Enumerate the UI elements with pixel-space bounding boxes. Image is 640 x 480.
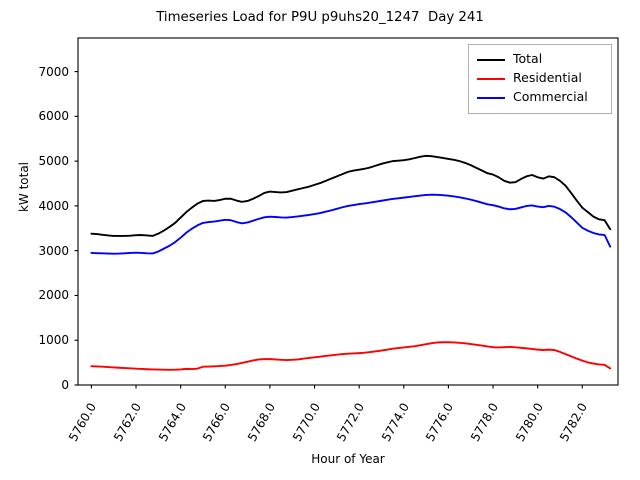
series-line-commercial	[90, 193, 612, 255]
y-tick-label: 1000	[38, 333, 69, 348]
y-tick-label: 5000	[38, 154, 69, 169]
y-tick-label: 0	[61, 378, 69, 392]
legend-line-swatch-icon	[477, 58, 505, 61]
y-tick-label: 6000	[38, 109, 69, 124]
legend-line-swatch-icon	[477, 77, 505, 80]
y-tick-label: 4000	[38, 198, 69, 213]
y-tick-label: 7000	[38, 64, 69, 79]
chart-legend: Total Residential Commercial	[468, 44, 612, 114]
y-tick-label: 3000	[38, 243, 69, 258]
legend-entry-total: Total	[477, 50, 603, 69]
legend-label: Commercial	[513, 89, 588, 105]
y-axis-label: kW total	[17, 161, 31, 213]
plot-frame-border	[77, 37, 619, 386]
legend-entry-residential: Residential	[477, 69, 603, 88]
y-tick-label: 2000	[38, 288, 69, 303]
series-line-residential	[90, 341, 612, 371]
series-line-total	[90, 154, 612, 237]
data-series-layer	[90, 154, 612, 371]
tick-marks	[74, 71, 583, 389]
chart-title: Timeseries Load for P9U p9uhs20_1247 Day…	[156, 10, 484, 25]
x-axis-label: Hour of Year	[311, 452, 385, 466]
legend-entry-commercial: Commercial	[477, 88, 603, 107]
legend-label: Total	[513, 51, 543, 67]
legend-line-swatch-icon	[477, 96, 505, 99]
legend-label: Residential	[513, 70, 582, 86]
